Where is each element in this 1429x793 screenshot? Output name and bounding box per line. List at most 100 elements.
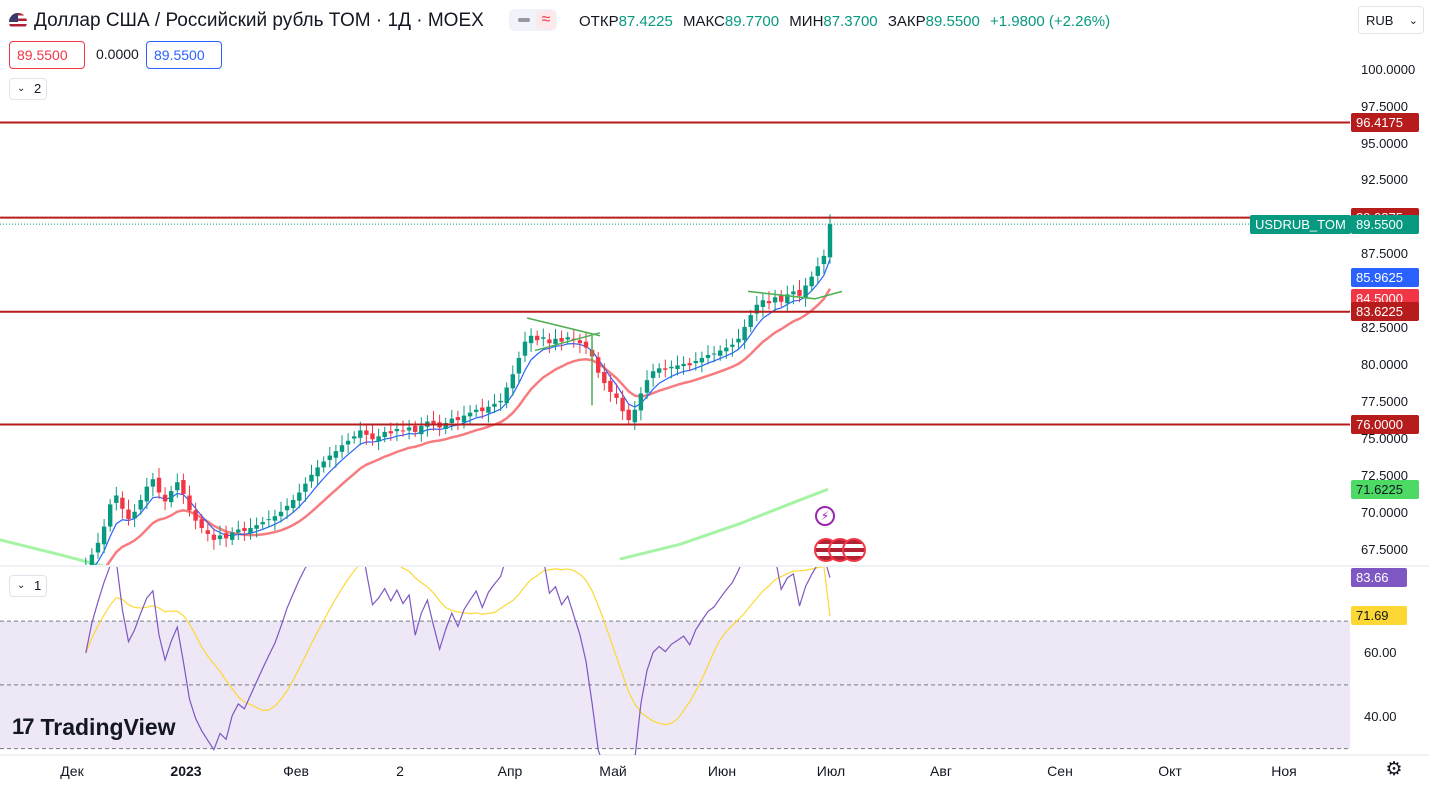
time-axis-label: Июн <box>707 763 737 779</box>
candle-body <box>132 511 137 519</box>
price-axis-label: 100.0000 <box>1361 61 1416 77</box>
candle-body <box>114 495 119 503</box>
symbol-title[interactable]: Доллар США / Российский рубль TOM · 1Д ·… <box>34 10 484 31</box>
candle-body <box>345 440 351 445</box>
candle-body <box>467 412 473 417</box>
candle-body <box>730 344 735 347</box>
candle-body <box>620 397 625 412</box>
currency-select[interactable]: RUB ⌄ <box>1358 6 1424 34</box>
candle-body <box>760 300 766 307</box>
candle-body <box>242 528 247 531</box>
candle-body <box>608 380 613 392</box>
candle-body <box>211 534 217 540</box>
candle-body <box>718 350 723 356</box>
trend-line <box>534 332 601 352</box>
price-axis-label: 77.5000 <box>1361 394 1408 410</box>
candle-body <box>193 510 198 521</box>
candle-body <box>693 360 698 364</box>
time-axis-label: Окт <box>1158 763 1182 779</box>
trend-line <box>747 290 843 300</box>
price-axis-label: 72.5000 <box>1361 468 1408 484</box>
candle-body <box>577 340 583 344</box>
ask-price-box[interactable]: 89.5500 <box>146 41 222 69</box>
candle-body <box>419 425 424 435</box>
candle-body <box>156 477 162 493</box>
candle-body <box>95 542 101 553</box>
candle-body <box>278 511 284 517</box>
candle-body <box>217 535 223 540</box>
time-axis-label: Дек <box>60 763 84 779</box>
candle-body <box>535 335 540 341</box>
candle-body <box>126 509 131 520</box>
candle-body <box>370 433 375 440</box>
candle-body <box>138 499 143 510</box>
price-axis-label: 80.0000 <box>1361 357 1408 373</box>
candle-body <box>120 497 125 509</box>
candle-body <box>406 427 412 431</box>
chevron-down-icon: ⌄ <box>17 580 26 591</box>
candle-body <box>681 363 686 367</box>
long-ma-line <box>619 487 829 561</box>
candle-body <box>297 492 302 501</box>
price-axis-label: 82.5000 <box>1361 320 1408 336</box>
close-label: ЗАКР <box>887 13 926 30</box>
close-value: 89.5500 <box>925 13 980 30</box>
candle-body <box>291 499 296 509</box>
candle-body <box>431 420 436 425</box>
candle-body <box>785 294 790 304</box>
candle-body <box>248 528 253 534</box>
candle-body <box>699 357 705 363</box>
price-axis-label: 67.5000 <box>1361 542 1408 558</box>
high-value: 89.7700 <box>724 13 780 30</box>
candle-body <box>498 400 503 403</box>
candle-body <box>413 425 418 432</box>
flash-event-icon[interactable]: ⚡ <box>815 506 835 526</box>
candle-body <box>705 355 711 358</box>
candle-body <box>809 276 814 287</box>
dash-icon <box>518 18 530 22</box>
candle-body <box>711 353 717 355</box>
main-pane-collapse-button[interactable]: ⌄ 2 <box>9 78 47 100</box>
candle-body <box>687 363 692 366</box>
candle-body <box>742 326 747 341</box>
candle-body <box>236 529 241 533</box>
candle-body <box>223 533 229 539</box>
candle-body <box>541 337 546 339</box>
settings-gear-icon[interactable]: ⚙ <box>1385 759 1403 780</box>
price-axis-label: 70.0000 <box>1361 505 1408 521</box>
candle-body <box>486 406 491 413</box>
candle-body <box>772 297 778 303</box>
candle-body <box>101 526 107 545</box>
time-axis-label: Ноя <box>1271 763 1297 779</box>
candle-body <box>644 380 650 393</box>
candle-body <box>199 519 204 529</box>
currency-value: RUB <box>1366 13 1394 28</box>
tradingview-logo[interactable]: 17 TradingView <box>12 713 176 741</box>
candle-body <box>169 491 174 503</box>
price-badge: 85.9625 <box>1351 267 1419 287</box>
rsi-series <box>85 567 831 755</box>
us-event-flag-icon[interactable] <box>842 538 866 562</box>
rsi-ma-line <box>85 567 831 726</box>
candle-body <box>260 522 265 525</box>
candle-body <box>449 418 454 424</box>
rsi-pane-collapse-button[interactable]: ⌄ 1 <box>9 575 47 597</box>
price-axis-label: 95.0000 <box>1361 135 1408 151</box>
chart-mode-toggle[interactable]: ≈ <box>509 9 557 31</box>
symbol-badge: USDRUB_TOM <box>1250 214 1351 234</box>
rsi-axis-label: 40.00 <box>1364 708 1397 724</box>
candle-body <box>626 409 631 421</box>
chevron-down-icon: ⌄ <box>17 83 26 94</box>
candle-body <box>150 479 156 487</box>
price-series <box>0 214 833 565</box>
bid-price-box[interactable]: 89.5500 <box>9 41 85 69</box>
candle-body <box>333 451 339 458</box>
approx-wave-icon: ≈ <box>536 10 556 30</box>
candle-body <box>254 525 259 529</box>
candle-body <box>736 338 741 343</box>
us-flag-icon <box>9 13 27 31</box>
candle-body <box>754 304 759 314</box>
candle-body <box>144 486 149 502</box>
candle-body <box>230 532 235 540</box>
